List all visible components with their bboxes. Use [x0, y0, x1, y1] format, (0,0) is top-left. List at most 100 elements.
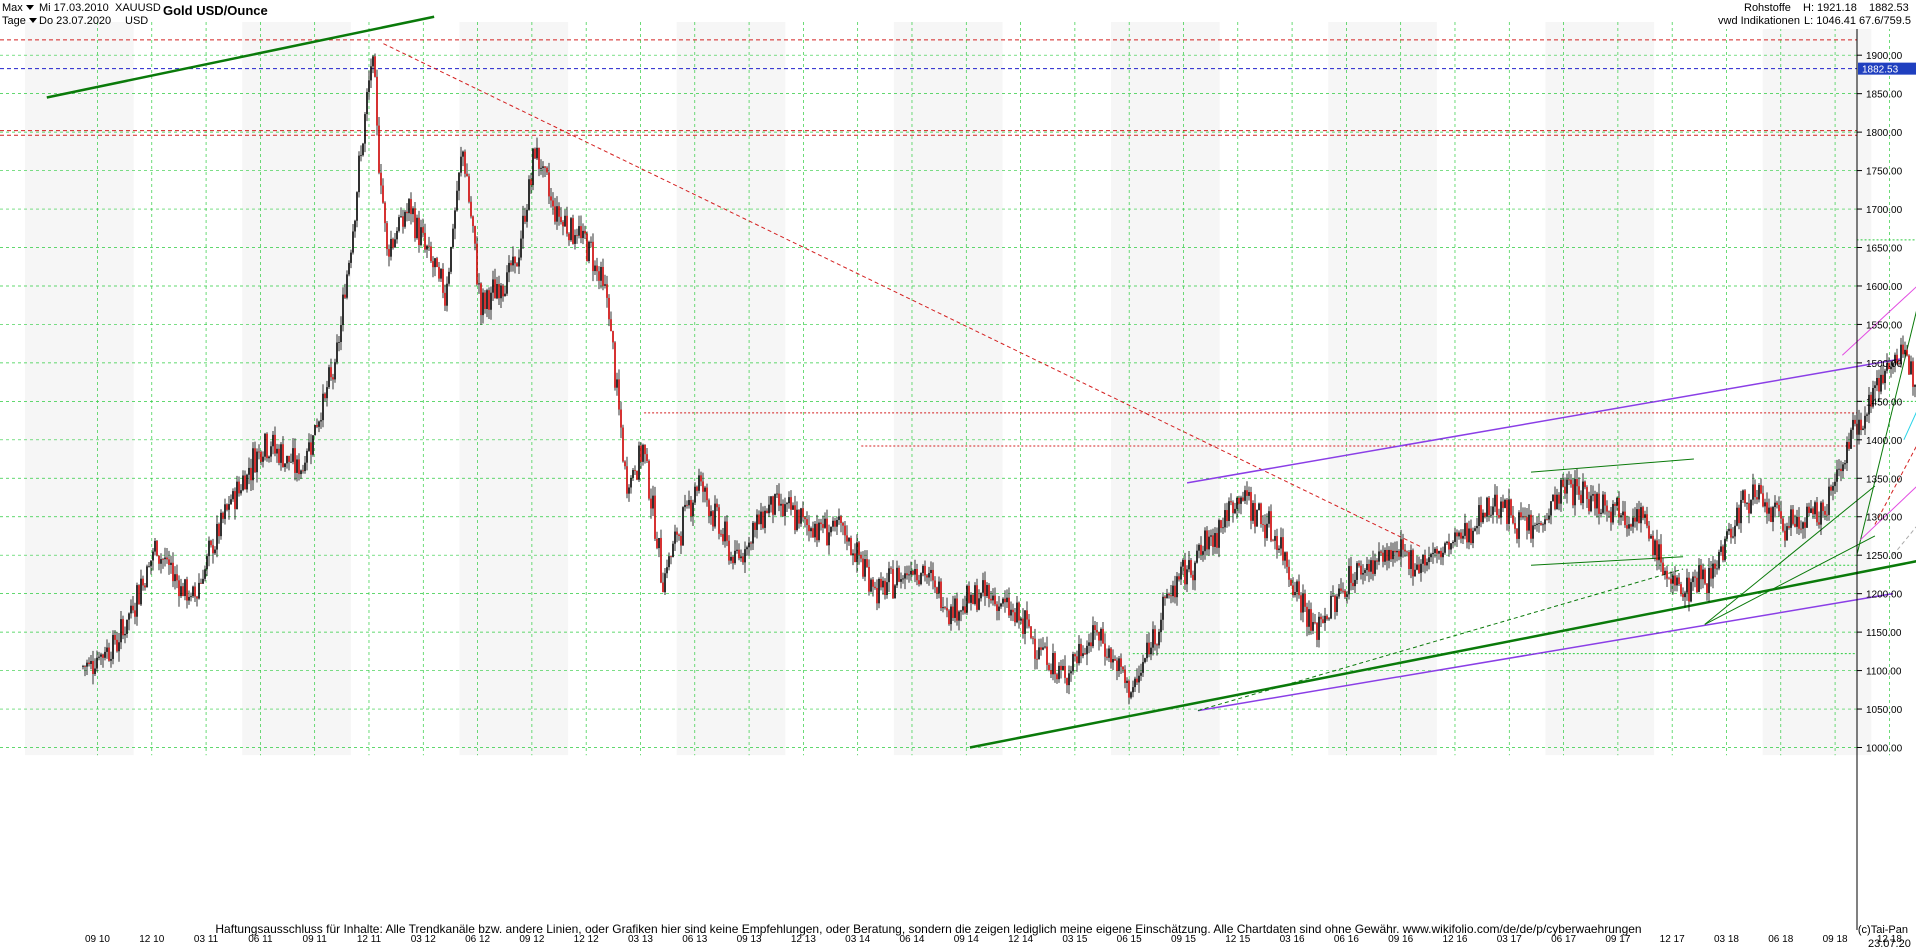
candle-body [830, 526, 832, 533]
candle-body [548, 172, 550, 197]
candle-body [448, 271, 450, 284]
candle-body [1558, 494, 1560, 504]
candle-body [92, 661, 94, 674]
candle-body [734, 550, 736, 564]
candle-body [1422, 555, 1424, 564]
candle-body [1206, 530, 1208, 550]
candle-body [246, 474, 248, 490]
candle-body [1504, 499, 1506, 508]
candle-body [1650, 535, 1652, 539]
candle-body [666, 567, 668, 574]
candle-body [610, 319, 612, 332]
y-tick-label: 1250.00 [1866, 551, 1903, 562]
candle-body [886, 582, 888, 595]
candle-body [206, 556, 208, 570]
candle-body [442, 268, 444, 293]
candle-body [1514, 523, 1516, 529]
candle-body [1432, 552, 1434, 555]
candle-body [1696, 577, 1698, 592]
candle-body [1908, 355, 1910, 375]
candle-body [860, 554, 862, 559]
candle-body [272, 434, 274, 447]
range-selector[interactable]: Max [2, 2, 37, 14]
candle-body [494, 279, 496, 299]
candle-body [1812, 508, 1814, 515]
candle-body [1860, 419, 1862, 430]
candle-body [1750, 499, 1752, 514]
candle-body [1572, 484, 1574, 506]
stats-value: 67.6/759.5 [1859, 15, 1911, 27]
candle-body [166, 557, 168, 560]
candle-body [1616, 498, 1618, 506]
candle-body [1370, 560, 1372, 572]
candle-body [1334, 595, 1336, 613]
candle-body [1288, 566, 1290, 580]
candle-body [468, 176, 470, 202]
candle-body [524, 215, 526, 222]
candle-body [312, 435, 314, 455]
candle-body [596, 265, 598, 272]
candle-body [1018, 602, 1020, 621]
candle-body [1252, 503, 1254, 521]
candle-body [398, 217, 400, 231]
candle-body [86, 662, 88, 667]
candle-body [1782, 518, 1784, 531]
candle-body [1648, 525, 1650, 539]
interval-selector[interactable]: Tage [2, 15, 40, 27]
candle-body [194, 586, 196, 597]
candle-body [1516, 528, 1518, 539]
candle-body [516, 263, 518, 267]
candle-body [946, 607, 948, 611]
x-tick-label: 06 12 [465, 934, 490, 945]
candle-body [1140, 672, 1142, 676]
candle-body [1480, 505, 1482, 523]
candle-body [834, 520, 836, 527]
candle-body [630, 477, 632, 488]
candle-body [1614, 503, 1616, 506]
candle-body [118, 642, 120, 652]
candle-body [568, 233, 570, 241]
candle-body [1608, 511, 1610, 513]
candle-body [840, 516, 842, 523]
candle-body [1442, 552, 1444, 558]
y-tick-label: 1750.00 [1866, 167, 1903, 178]
candle-body [198, 582, 200, 599]
candle-body [1464, 523, 1466, 536]
candle-body [874, 586, 876, 588]
candle-body [228, 504, 230, 510]
candle-body [1020, 618, 1022, 621]
candle-body [1320, 616, 1322, 620]
candle-body [268, 456, 270, 459]
candle-body [1478, 505, 1480, 526]
candle-body [290, 461, 292, 463]
candle-body [1532, 525, 1534, 539]
candle-body [138, 585, 140, 605]
x-tick-label: 03 17 [1497, 934, 1522, 945]
candle-body [1850, 429, 1852, 449]
candle-body [1470, 528, 1472, 544]
candle-body [796, 509, 798, 531]
candle-body [352, 231, 354, 253]
candle-body [1542, 524, 1544, 526]
candle-body [1306, 606, 1308, 627]
candle-body [1088, 642, 1090, 646]
candle-body [264, 433, 266, 457]
x-tick-label: 03 16 [1280, 934, 1305, 945]
last-price-tag: 1882.53 [1858, 62, 1916, 76]
x-tick-label: 09 17 [1605, 934, 1630, 945]
candle-body [360, 155, 362, 157]
y-tick-label: 1900.00 [1866, 51, 1903, 62]
candle-body [1276, 536, 1278, 550]
candle-body [1652, 535, 1654, 556]
candle-body [90, 661, 92, 665]
candle-body [1264, 524, 1266, 539]
candle-body [898, 567, 900, 582]
candle-body [642, 444, 644, 462]
y-tick-label: 1550.00 [1866, 320, 1903, 331]
candle-body [1424, 555, 1426, 566]
candle-body [1628, 524, 1630, 529]
candle-body [244, 475, 246, 490]
candle-body [1646, 514, 1648, 526]
candle-body [1838, 468, 1840, 470]
